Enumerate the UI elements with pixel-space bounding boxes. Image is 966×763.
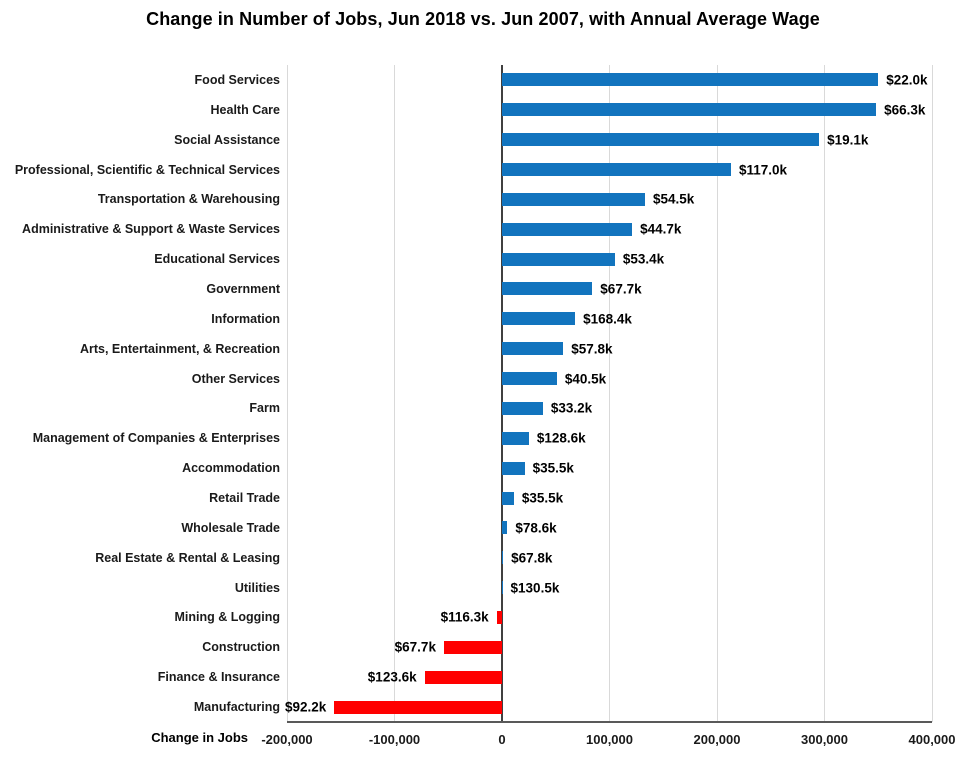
category-label: Real Estate & Rental & Leasing [95,550,280,565]
category-label: Wholesale Trade [181,520,280,535]
zero-axis-line [501,65,503,722]
wage-label: $33.2k [550,400,593,416]
category-label: Other Services [191,371,280,386]
category-label: Health Care [210,102,280,117]
bar-positive [502,581,503,595]
category-label: Utilities [234,580,280,595]
wage-label: $22.0k [886,72,928,88]
x-axis-title: Change in Jobs [151,730,248,745]
category-label: Management of Companies & Enterprises [32,431,280,446]
x-tick-label: -100,000 [368,732,421,747]
bar-positive [502,372,557,386]
bar-negative [424,670,502,684]
gridline [609,65,610,722]
category-label: Information [211,311,280,326]
gridline [716,65,718,722]
category-label: Mining & Logging [174,610,280,625]
category-label: Food Services [194,72,280,87]
category-label: Finance & Insurance [157,670,280,685]
category-label: Retail Trade [209,491,280,506]
category-label: Government [206,281,280,296]
bar-negative [443,640,502,654]
chart-title: Change in Number of Jobs, Jun 2018 vs. J… [146,9,820,29]
bar-positive [502,133,820,147]
wage-label: $130.5k [510,580,560,596]
wage-label: $117.0k [738,162,788,178]
wage-label: $54.5k [652,191,695,207]
wage-label: $123.6k [367,669,417,685]
bar-positive [502,431,529,445]
x-tick-label: 100,000 [586,732,633,747]
plot-area: $22.0k $66.3k $19.1k $117.0k $54.5k $44.7k $53… [285,65,933,723]
category-label: Professional, Scientific & Technical Ser… [14,162,280,177]
wage-label: $67.8k [511,550,553,566]
wage-label: $35.5k [532,460,574,476]
x-tick-label: 200,000 [693,732,741,747]
wage-label: $168.4k [583,311,632,327]
x-axis: Change in Jobs -200,000 -100,000 0 100,000 2… [0,730,966,754]
wage-label: $92.2k [285,699,327,715]
bar-positive [502,163,731,177]
category-label: Farm [249,401,280,416]
x-tick-label: -200,000 [261,732,313,747]
bar-negative [496,610,502,624]
bar-positive [502,103,877,117]
bar-positive [502,491,514,505]
gridline [394,65,395,722]
bar-positive [502,252,615,266]
wage-label: $67.7k [394,639,436,655]
category-label: Educational Services [154,252,280,267]
wage-label: $53.4k [622,251,665,267]
x-tick-label: 0 [498,732,506,747]
category-axis: Food Services Health Care Social Assistanc… [0,65,280,722]
category-label: Manufacturing [193,700,280,715]
category-label: Accommodation [182,461,280,476]
wage-label: $35.5k [521,490,564,506]
wage-label: $19.1k [827,132,869,148]
wage-label: $116.3k [440,609,489,625]
wage-label: $66.3k [884,102,926,118]
bar-positive [502,521,508,535]
x-axis-line [287,721,932,723]
bar-positive [502,551,504,565]
bar-positive [502,222,633,236]
bar-negative [334,700,502,714]
bar-positive [502,282,593,296]
bar-positive [502,192,645,206]
bar-positive [502,312,576,326]
bar-positive [502,342,564,356]
category-label: Social Assistance [174,132,280,147]
wage-label: $78.6k [515,520,557,536]
category-label: Construction [202,640,280,655]
wage-label: $40.5k [564,371,607,387]
category-label: Arts, Entertainment, & Recreation [79,341,280,356]
wage-label: $128.6k [536,430,586,446]
x-tick-label: 400,000 [908,732,956,747]
category-label: Transportation & Warehousing [97,192,280,207]
gridline [286,65,288,722]
bar-positive [502,461,525,475]
category-label: Administrative & Support & Waste Service… [22,222,280,237]
x-tick-label: 300,000 [801,732,848,747]
gridline [824,65,825,722]
wage-label: $57.8k [571,341,613,357]
gridline [931,65,933,722]
wage-label: $67.7k [600,281,642,297]
bar-positive [502,73,879,87]
wage-label: $44.7k [640,221,682,237]
bar-positive [502,401,543,415]
